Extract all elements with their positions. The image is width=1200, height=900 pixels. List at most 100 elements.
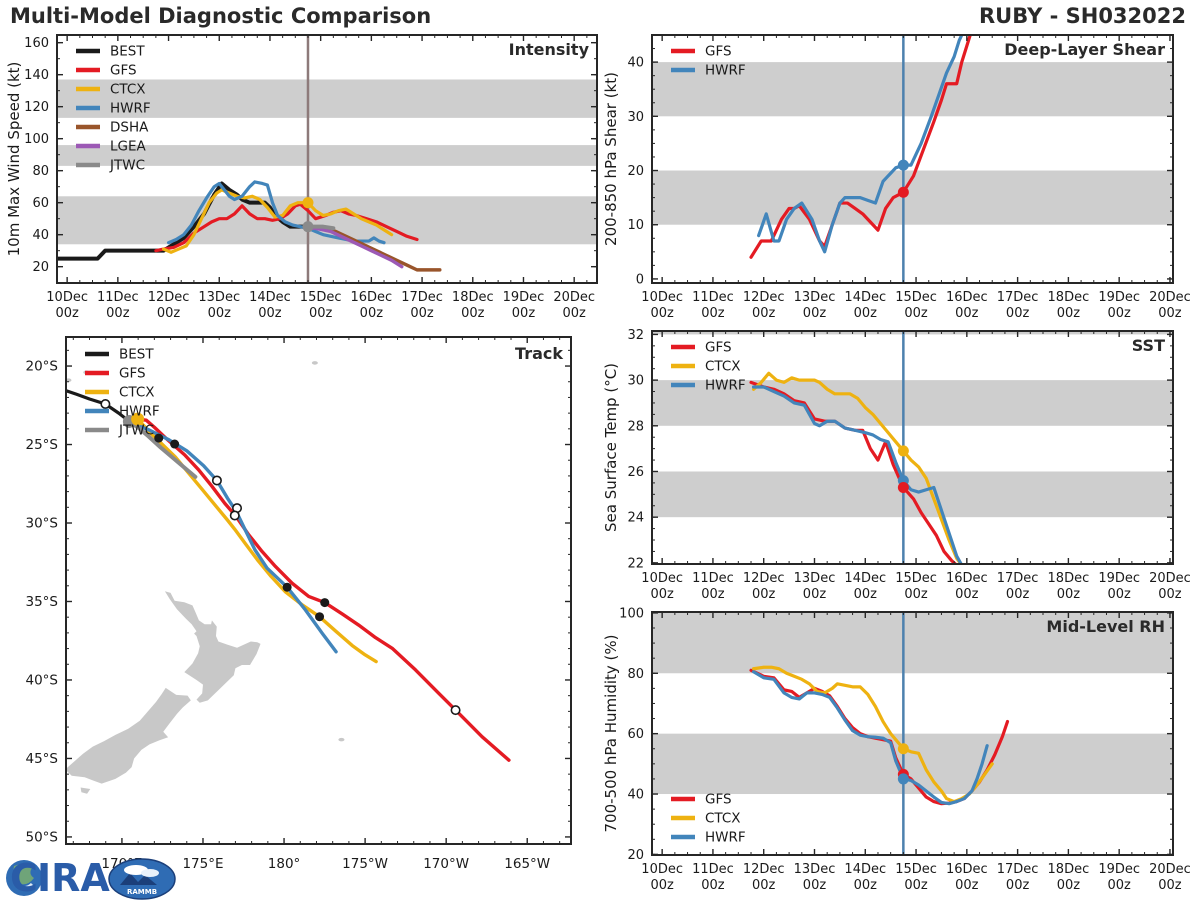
svg-text:00z: 00z	[1158, 587, 1182, 602]
svg-text:19Dec: 19Dec	[1098, 862, 1140, 877]
svg-text:25°S: 25°S	[26, 437, 59, 453]
svg-text:18Dec: 18Dec	[452, 290, 494, 305]
svg-text:Sea Surface Temp (°C): Sea Surface Temp (°C)	[602, 363, 620, 532]
svg-text:00z: 00z	[410, 306, 434, 321]
svg-text:00z: 00z	[1107, 878, 1131, 893]
svg-text:17Dec: 17Dec	[401, 290, 443, 305]
svg-text:HWRF: HWRF	[705, 63, 746, 79]
svg-text:RAMMB: RAMMB	[127, 888, 157, 896]
svg-text:20°S: 20°S	[26, 359, 59, 375]
svg-text:00z: 00z	[55, 306, 79, 321]
svg-text:HWRF: HWRF	[110, 101, 151, 117]
svg-text:00z: 00z	[1006, 878, 1030, 893]
svg-text:40: 40	[32, 228, 49, 243]
svg-text:00z: 00z	[701, 587, 725, 602]
svg-text:GFS: GFS	[705, 44, 732, 60]
svg-text:00z: 00z	[1107, 306, 1131, 321]
svg-text:C: C	[10, 856, 38, 900]
svg-text:12Dec: 12Dec	[743, 571, 785, 586]
svg-text:175°W: 175°W	[342, 856, 388, 872]
svg-text:30: 30	[627, 374, 644, 389]
svg-text:16Dec: 16Dec	[946, 290, 988, 305]
sst-chart: 22242628303210Dec00z11Dec00z12Dec00z13De…	[602, 328, 1191, 602]
svg-text:40: 40	[627, 788, 644, 803]
svg-text:19Dec: 19Dec	[1098, 571, 1140, 586]
storm-id: RUBY - SH032022	[979, 4, 1186, 28]
svg-text:00z: 00z	[1158, 306, 1182, 321]
svg-text:170°W: 170°W	[423, 856, 469, 872]
svg-text:14Dec: 14Dec	[249, 290, 291, 305]
svg-text:BEST: BEST	[110, 44, 145, 60]
svg-text:00z: 00z	[1158, 878, 1182, 893]
svg-text:12Dec: 12Dec	[743, 862, 785, 877]
svg-text:Mid-Level RH: Mid-Level RH	[1046, 617, 1165, 636]
svg-text:00z: 00z	[854, 306, 878, 321]
svg-text:00z: 00z	[955, 878, 979, 893]
deep-layer-shear-chart: 01020304010Dec00z11Dec00z12Dec00z13Dec00…	[602, 34, 1191, 321]
svg-text:160: 160	[24, 36, 49, 51]
svg-text:16Dec: 16Dec	[946, 571, 988, 586]
svg-text:00z: 00z	[157, 306, 181, 321]
svg-text:10Dec: 10Dec	[641, 290, 683, 305]
svg-text:20: 20	[627, 164, 644, 179]
svg-text:00z: 00z	[752, 878, 776, 893]
svg-text:00z: 00z	[904, 587, 928, 602]
svg-text:00z: 00z	[854, 878, 878, 893]
svg-text:00z: 00z	[562, 306, 586, 321]
svg-text:35°S: 35°S	[26, 594, 59, 610]
svg-text:15Dec: 15Dec	[895, 571, 937, 586]
svg-text:20Dec: 20Dec	[553, 290, 595, 305]
svg-text:00z: 00z	[904, 306, 928, 321]
svg-text:BEST: BEST	[119, 347, 154, 363]
svg-text:20Dec: 20Dec	[1149, 862, 1191, 877]
svg-text:DSHA: DSHA	[110, 120, 149, 136]
svg-text:17Dec: 17Dec	[997, 290, 1039, 305]
svg-text:00z: 00z	[803, 306, 827, 321]
svg-text:10m Max Wind Speed (kt): 10m Max Wind Speed (kt)	[5, 62, 23, 257]
cira-rammb-logo: C IRA RAMMB	[4, 852, 184, 900]
svg-text:18Dec: 18Dec	[1048, 571, 1090, 586]
svg-text:GFS: GFS	[110, 63, 137, 79]
svg-text:CTCX: CTCX	[705, 359, 741, 375]
intensity-chart: 2040608010012014016010Dec00z11Dec00z12De…	[5, 34, 598, 321]
svg-text:13Dec: 13Dec	[198, 290, 240, 305]
svg-text:175°E: 175°E	[182, 856, 223, 872]
svg-text:00z: 00z	[752, 587, 776, 602]
svg-text:15Dec: 15Dec	[895, 290, 937, 305]
svg-text:15Dec: 15Dec	[895, 862, 937, 877]
svg-text:12Dec: 12Dec	[148, 290, 190, 305]
page-title: Multi-Model Diagnostic Comparison	[10, 4, 432, 28]
mid-level-rh-chart: 2040608010010Dec00z11Dec00z12Dec00z13Dec…	[602, 606, 1191, 893]
svg-text:200-850 hPa Shear (kt): 200-850 hPa Shear (kt)	[602, 72, 620, 246]
svg-text:00z: 00z	[106, 306, 130, 321]
svg-text:Deep-Layer Shear: Deep-Layer Shear	[1004, 40, 1165, 59]
svg-text:Intensity: Intensity	[509, 40, 590, 59]
svg-text:22: 22	[627, 556, 644, 571]
svg-text:24: 24	[627, 511, 644, 526]
svg-text:00z: 00z	[309, 306, 333, 321]
svg-text:00z: 00z	[803, 587, 827, 602]
svg-text:HWRF: HWRF	[119, 404, 160, 420]
svg-text:50°S: 50°S	[26, 829, 59, 845]
svg-text:SST: SST	[1132, 336, 1165, 355]
svg-text:60: 60	[627, 727, 644, 742]
svg-text:CTCX: CTCX	[110, 82, 146, 98]
svg-text:CTCX: CTCX	[705, 811, 741, 827]
svg-text:11Dec: 11Dec	[692, 862, 734, 877]
svg-text:26: 26	[627, 465, 644, 480]
svg-text:GFS: GFS	[705, 340, 732, 356]
svg-text:17Dec: 17Dec	[997, 571, 1039, 586]
rammb-badge: RAMMB	[108, 858, 176, 900]
svg-text:00z: 00z	[803, 878, 827, 893]
svg-text:HWRF: HWRF	[705, 378, 746, 394]
svg-text:10Dec: 10Dec	[641, 571, 683, 586]
svg-text:11Dec: 11Dec	[692, 290, 734, 305]
svg-text:30°S: 30°S	[26, 516, 59, 532]
svg-text:180°: 180°	[268, 856, 301, 872]
svg-text:00z: 00z	[854, 587, 878, 602]
svg-text:10: 10	[627, 218, 644, 233]
svg-text:40: 40	[627, 56, 644, 71]
svg-text:00z: 00z	[1057, 587, 1081, 602]
svg-text:120: 120	[24, 100, 49, 115]
